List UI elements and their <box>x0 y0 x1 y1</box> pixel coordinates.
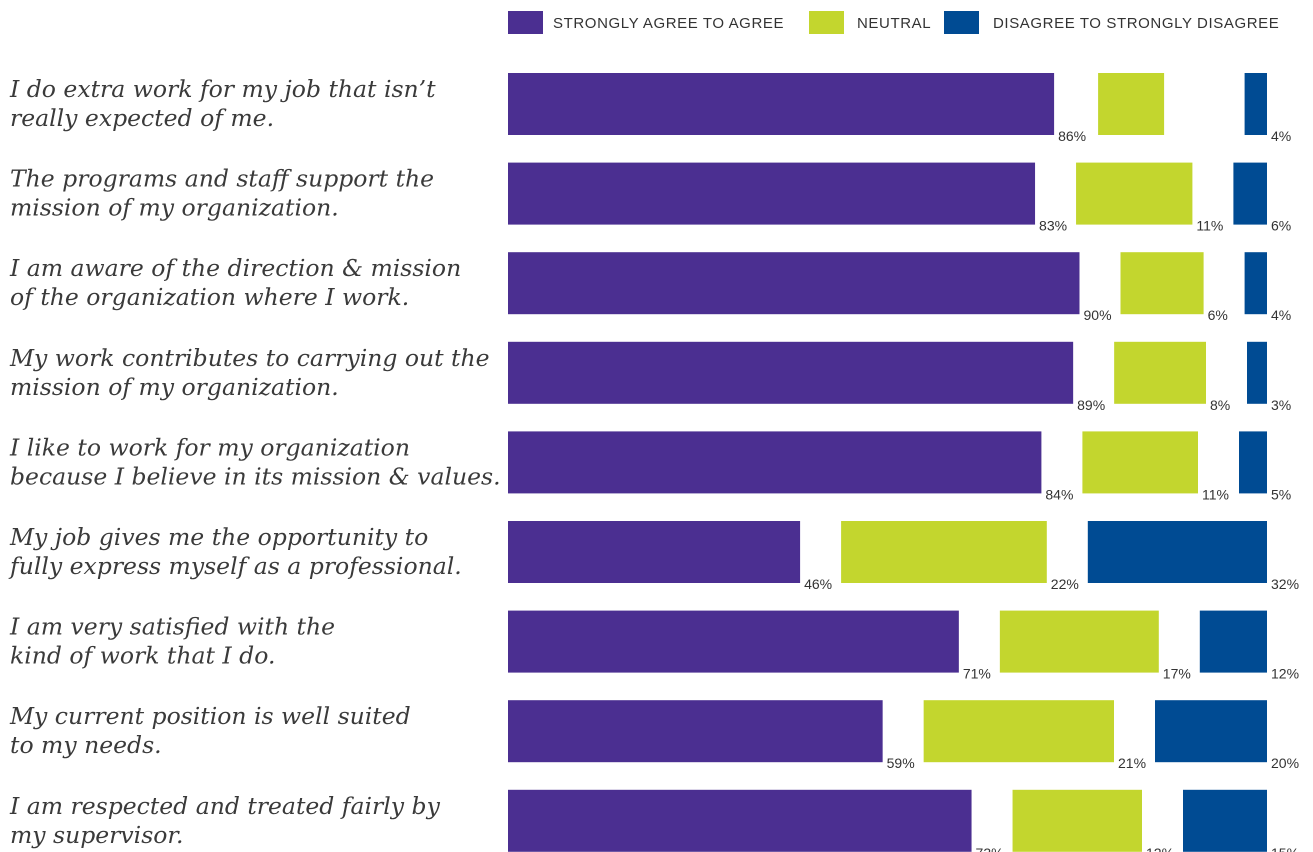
bar-neutral-0 <box>1098 73 1165 135</box>
statement-3-line-1: mission of my organization. <box>10 373 339 401</box>
bar-neutral-5 <box>841 521 1047 583</box>
label-neutral-2: 6% <box>1208 307 1228 323</box>
label-agree-7: 59% <box>887 755 915 771</box>
label-agree-8: 73% <box>976 845 1004 852</box>
bar-disagree-4 <box>1239 431 1267 494</box>
bar-neutral-6 <box>999 610 1159 673</box>
bar-agree-6 <box>508 610 959 673</box>
legend-swatch-0 <box>508 11 543 34</box>
label-neutral-6: 17% <box>1163 666 1191 682</box>
label-agree-1: 83% <box>1039 218 1067 234</box>
bar-agree-4 <box>508 431 1042 494</box>
statement-7-line-0: My current position is well suited <box>9 702 411 730</box>
statement-2-line-0: I am aware of the direction & mission <box>9 254 461 282</box>
statement-4-line-0: I like to work for my organization <box>9 433 410 461</box>
bar-neutral-8 <box>1012 789 1142 852</box>
statement-5-line-0: My job gives me the opportunity to <box>9 523 428 551</box>
bar-disagree-8 <box>1183 789 1267 852</box>
bar-agree-1 <box>508 162 1036 225</box>
value-labels: 86% 4% 83% 11% 6% 90% 6% 4% 89% 8% 3% 84% 11% 5% 46% 22… <box>804 128 1299 852</box>
statement-1-line-0: The programs and staff support the <box>10 165 434 193</box>
bar-disagree-3 <box>1247 341 1267 404</box>
label-agree-3: 89% <box>1077 397 1105 413</box>
bar-neutral-3 <box>1114 341 1206 404</box>
legend-label-1: NEUTRAL <box>857 15 931 32</box>
legend-swatch-1 <box>809 11 844 34</box>
statement-1-line-1: mission of my organization. <box>10 194 339 222</box>
statement-7-line-1: to my needs. <box>10 731 162 759</box>
label-neutral-4: 11% <box>1202 486 1229 502</box>
label-disagree-5: 32% <box>1271 576 1299 592</box>
statement-8-line-1: my supervisor. <box>10 821 184 849</box>
label-disagree-8: 15% <box>1271 845 1299 852</box>
label-agree-0: 86% <box>1058 128 1086 144</box>
label-neutral-1: 11% <box>1196 218 1223 234</box>
bar-agree-5 <box>508 521 801 583</box>
bar-neutral-4 <box>1082 431 1198 494</box>
bar-disagree-2 <box>1244 252 1267 315</box>
bar-agree-8 <box>508 789 972 852</box>
bar-neutral-2 <box>1120 252 1204 315</box>
label-disagree-6: 12% <box>1271 666 1299 682</box>
label-neutral-7: 21% <box>1118 755 1146 771</box>
label-agree-2: 90% <box>1084 307 1112 323</box>
statement-6-line-0: I am very satisfied with the <box>9 613 335 641</box>
label-agree-6: 71% <box>963 666 991 682</box>
label-neutral-8: 12% <box>1146 845 1174 852</box>
bars <box>508 73 1267 852</box>
bar-neutral-7 <box>923 700 1114 763</box>
label-disagree-7: 20% <box>1271 755 1299 771</box>
label-disagree-3: 3% <box>1271 397 1291 413</box>
label-disagree-4: 5% <box>1271 486 1291 502</box>
label-disagree-2: 4% <box>1271 307 1291 323</box>
bar-disagree-7 <box>1155 700 1267 763</box>
legend-label-2: DISAGREE TO STRONGLY DISAGREE <box>993 15 1279 32</box>
bar-agree-2 <box>508 252 1080 315</box>
label-neutral-5: 22% <box>1051 576 1079 592</box>
bar-agree-7 <box>508 700 883 763</box>
statement-0-line-1: really expected of me. <box>10 104 274 132</box>
bar-disagree-1 <box>1233 162 1267 225</box>
bar-agree-0 <box>508 73 1055 135</box>
label-disagree-0: 4% <box>1271 128 1291 144</box>
statement-0-line-0: I do extra work for my job that isn’t <box>9 75 436 103</box>
bar-disagree-5 <box>1087 521 1267 583</box>
legend: STRONGLY AGREE TO AGREE NEUTRAL DISAGREE T… <box>508 11 1279 34</box>
legend-swatch-2 <box>944 11 979 34</box>
statement-8-line-0: I am respected and treated fairly by <box>9 792 441 820</box>
label-agree-5: 46% <box>804 576 832 592</box>
statement-3-line-0: My work contributes to carrying out the <box>9 344 490 372</box>
label-disagree-1: 6% <box>1271 218 1291 234</box>
statement-5-line-1: fully express myself as a professional. <box>8 552 462 580</box>
label-agree-4: 84% <box>1045 486 1073 502</box>
bar-agree-3 <box>508 341 1074 404</box>
bar-disagree-0 <box>1244 73 1267 135</box>
bar-disagree-6 <box>1199 610 1267 673</box>
legend-label-0: STRONGLY AGREE TO AGREE <box>553 15 784 32</box>
statement-4-line-1: because I believe in its mission & value… <box>10 462 501 490</box>
bar-neutral-1 <box>1076 162 1193 225</box>
label-neutral-3: 8% <box>1210 397 1230 413</box>
statement-labels: I do extra work for my job that isn’trea… <box>8 75 501 849</box>
statement-6-line-1: kind of work that I do. <box>10 642 275 670</box>
statement-2-line-1: of the organization where I work. <box>10 283 409 311</box>
